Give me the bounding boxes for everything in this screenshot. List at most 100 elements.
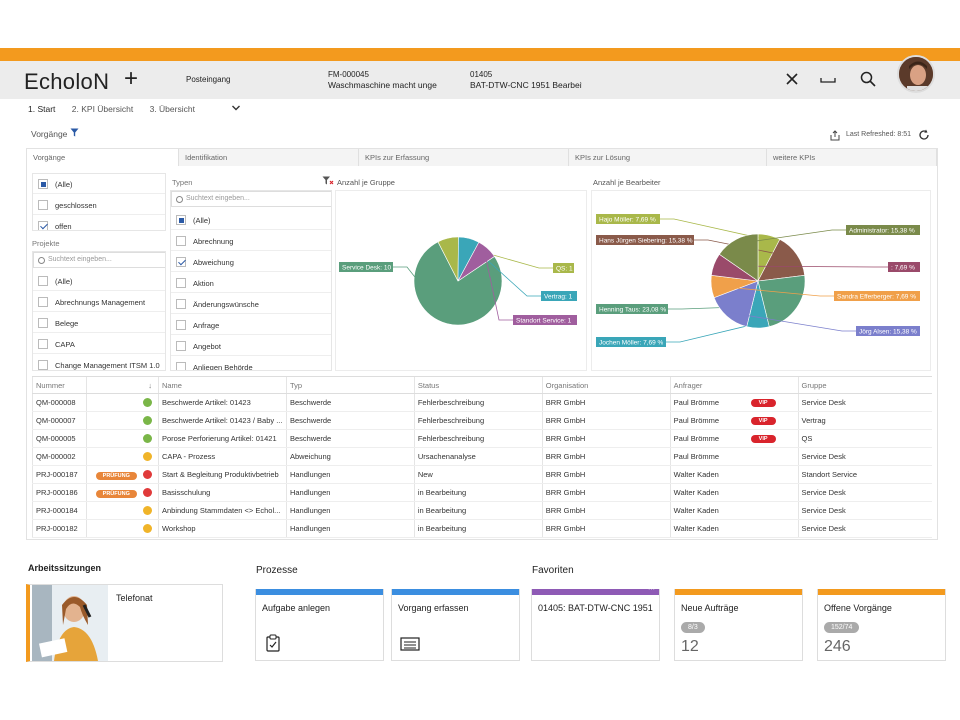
filter-item[interactable]: Änderungswünsche [171,294,331,314]
data-label-box [596,304,668,314]
typen-search-input[interactable]: Suchtext eingeben... [171,191,331,207]
checkbox[interactable] [38,179,48,189]
table-row[interactable]: QM-000005 Porose Perforierung Artikel: 01… [32,429,932,448]
checkbox[interactable] [38,276,48,286]
filter-item[interactable]: Abweichung [171,252,331,272]
tile-favorit-01405[interactable]: ··· 01405: BAT-DTW-CNC 1951 [531,586,660,661]
filter-item[interactable]: Anliegen Behörde [171,357,331,370]
checkbox[interactable] [38,339,48,349]
checkbox[interactable] [38,318,48,328]
search-icon[interactable] [858,69,878,89]
projekte-search-input[interactable]: Suchtext eingeben... [33,252,165,268]
column-header-typ[interactable]: Typ [285,376,415,394]
checkbox[interactable] [176,341,186,351]
cell-name[interactable]: Anbindung Stammdaten <> Echol... [157,501,287,520]
cell-name[interactable]: Start & Begleitung Produktivbetrieb [157,465,287,484]
checkbox[interactable] [38,221,48,230]
filter-item[interactable]: Abrechnungs Management [33,292,165,312]
tab-identifikation[interactable]: Identifikation [179,149,359,166]
cell-gruppe: Service Desk [797,393,932,412]
tab-01405[interactable]: 01405 BAT-DTW-CNC 1951 Bearbeit [470,70,582,90]
pie-slice[interactable] [457,241,495,282]
avatar[interactable] [897,55,935,93]
checkbox[interactable] [38,200,48,210]
filter-item[interactable]: Change Management ITSM 1.0 [33,355,165,370]
pie-slice[interactable] [757,274,806,328]
tab-kpis-erfassung[interactable]: KPIs zur Erfassung [359,149,569,166]
cell-name[interactable]: CAPA - Prozess [157,447,287,466]
share-icon[interactable] [830,130,840,141]
column-header-gruppe[interactable]: Gruppe [797,376,932,394]
clear-filter-icon[interactable] [322,176,334,186]
pruefung-badge: PRÜFUNG [95,471,137,480]
filter-item[interactable]: Angebot [171,336,331,356]
pruefung-badge: PRÜFUNG [95,489,137,498]
refresh-icon[interactable] [918,129,930,141]
checkbox[interactable] [176,320,186,330]
checkbox[interactable] [176,236,186,246]
filter-item[interactable]: Belege [33,313,165,333]
column-header-name[interactable]: Name [157,376,287,394]
tab-start[interactable]: 1. Start [28,104,56,114]
tile-accent [818,589,945,595]
anfrager-name: Paul Brömme [673,452,720,461]
table-row[interactable]: QM-000007 Beschwerde Artikel: 01423 / Bab… [32,411,932,430]
close-icon[interactable] [782,69,802,89]
tab-kpis-loesung[interactable]: KPIs zur Lösung [569,149,767,166]
filter-icon[interactable] [70,128,79,137]
pie-slice[interactable] [718,233,759,282]
tab-fm-000045[interactable]: FM-000045 Waschmaschine macht unge [328,70,438,90]
table-row[interactable]: PRJ-000182 Workshop Handlungen in Bearbeitu… [32,519,932,538]
filter-item[interactable]: (Alle) [33,271,165,291]
checkbox[interactable] [176,215,186,225]
vip-badge: VIP [750,417,776,425]
table-row[interactable]: QM-000008 Beschwerde Artikel: 01423 Beschw… [32,393,932,412]
filter-item[interactable]: Aktion [171,273,331,293]
table-row[interactable]: QM-000002 CAPA - Prozess Abweichung Ursache… [32,447,932,466]
column-header-nummer[interactable]: Nummer [32,376,87,394]
tile-aufgabe-anlegen[interactable]: Aufgabe anlegen [255,589,384,661]
checkbox[interactable] [38,360,48,370]
cell-name[interactable]: Porose Perforierung Artikel: 01421 [157,429,287,448]
table-row[interactable]: PRJ-000184 Anbindung Stammdaten <> Echol.… [32,501,932,520]
chevron-down-icon[interactable] [231,104,241,112]
minimize-icon[interactable] [818,69,838,89]
app-logo[interactable]: EcholoN [24,69,110,94]
tab-posteingang[interactable]: Posteingang [186,75,230,85]
tab-kpi-uebersicht[interactable]: 2. KPI Übersicht [71,104,134,114]
tile-neue-auftraege[interactable]: Neue Aufträge 8/3 12 [674,589,803,661]
filter-item[interactable]: geschlossen [33,195,165,215]
column-header-sort[interactable]: ↓ [85,376,159,394]
checkbox[interactable] [176,362,186,370]
checkbox[interactable] [176,278,186,288]
add-icon[interactable]: + [124,65,139,92]
filter-item[interactable]: CAPA [33,334,165,354]
tile-offene-vorgaenge[interactable]: Offene Vorgänge 152/74 246 [817,589,946,661]
cell-name[interactable]: Beschwerde Artikel: 01423 / Baby ... [157,411,287,430]
tab-vorgaenge[interactable]: Vorgänge [27,149,179,166]
session-card-telefonat[interactable]: Telefonat [26,584,223,662]
tab-uebersicht[interactable]: 3. Übersicht [149,104,195,114]
filter-item[interactable]: (Alle) [171,210,331,230]
cell-name[interactable]: Basisschulung [157,483,287,502]
tab-weitere-kpis[interactable]: weitere KPIs [767,149,937,166]
cell-name[interactable]: Beschwerde Artikel: 01423 [157,393,287,412]
leader-line [738,229,846,244]
more-icon[interactable]: ··· [648,586,655,593]
cell-gruppe: QS [797,429,932,448]
filter-item[interactable]: offen [33,216,165,230]
table-row[interactable]: PRJ-000186 PRÜFUNG Basisschulung Handlunge… [32,483,932,502]
tile-count: 12 [681,638,699,655]
tile-vorgang-erfassen[interactable]: Vorgang erfassen [391,589,520,661]
column-header-organisation[interactable]: Organisation [541,376,671,394]
column-header-status[interactable]: Status [413,376,543,394]
filter-item[interactable]: Abrechnung [171,231,331,251]
checkbox[interactable] [38,297,48,307]
filter-item[interactable]: (Alle) [33,174,165,194]
checkbox[interactable] [176,299,186,309]
table-row[interactable]: PRJ-000187 PRÜFUNG Start & Begleitung Pro… [32,465,932,484]
filter-item[interactable]: Anfrage [171,315,331,335]
checkbox[interactable] [176,257,186,267]
column-header-anfrager[interactable]: Anfrager [669,376,799,394]
cell-name[interactable]: Workshop [157,519,287,538]
